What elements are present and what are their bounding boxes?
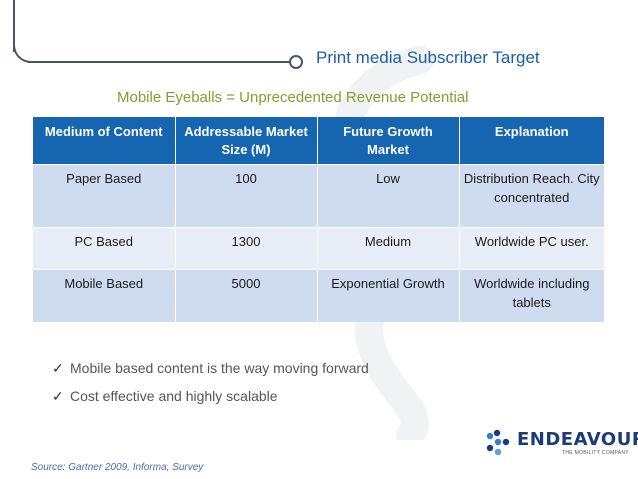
table-row: Paper Based 100 Low Distribution Reach. … [33, 164, 604, 228]
frame-line-bottom [28, 61, 290, 63]
cell-market-size: 1300 [175, 227, 318, 270]
header-medium: Medium of Content [33, 117, 176, 165]
bullet-text: Cost effective and highly scalable [70, 388, 278, 404]
source-note: Source: Gartner 2009, Informa, Survey [31, 462, 204, 473]
header-market-size: Addressable Market Size (M) [175, 117, 318, 165]
table-header-row: Medium of Content Addressable Market Siz… [33, 117, 604, 165]
cell-medium: PC Based [33, 227, 176, 270]
cell-growth: Low [317, 164, 460, 228]
market-table: Medium of Content Addressable Market Siz… [33, 117, 604, 322]
cell-medium: Mobile Based [33, 269, 176, 322]
cell-market-size: 100 [175, 164, 318, 228]
frame-line-corner [13, 38, 37, 63]
cell-explanation: Distribution Reach. City concentrated [459, 164, 604, 228]
frame-line-left [13, 0, 15, 52]
page-title: Print media Subscriber Target [316, 48, 540, 67]
cell-growth: Medium [317, 227, 460, 270]
cell-explanation: Worldwide PC user. [459, 227, 604, 270]
header-growth: Future Growth Market [317, 117, 460, 165]
logo-tagline: THE MOBILITY COMPANY [562, 450, 629, 456]
bullet-item: ✓ Cost effective and highly scalable [52, 388, 278, 405]
cell-medium: Paper Based [33, 164, 176, 228]
logo-mark-icon [486, 429, 510, 456]
endeavour-logo: ENDEAVOUR THE MOBILITY COMPANY [484, 427, 638, 459]
checkmark-icon: ✓ [52, 388, 64, 404]
cell-explanation: Worldwide including tablets [459, 269, 604, 322]
page-subtitle: Mobile Eyeballs = Unprecedented Revenue … [117, 89, 469, 106]
bullet-item: ✓ Mobile based content is the way moving … [52, 360, 369, 377]
table-row: Mobile Based 5000 Exponential Growth Wor… [33, 269, 604, 322]
bullet-text: Mobile based content is the way moving f… [70, 360, 369, 376]
header-explanation: Explanation [459, 117, 604, 165]
checkmark-icon: ✓ [52, 360, 64, 376]
logo-wordmark: ENDEAVOUR [517, 429, 638, 450]
cell-growth: Exponential Growth [317, 269, 460, 322]
table-row: PC Based 1300 Medium Worldwide PC user. [33, 227, 604, 270]
frame-circle-icon [289, 55, 303, 69]
cell-market-size: 5000 [175, 269, 318, 322]
